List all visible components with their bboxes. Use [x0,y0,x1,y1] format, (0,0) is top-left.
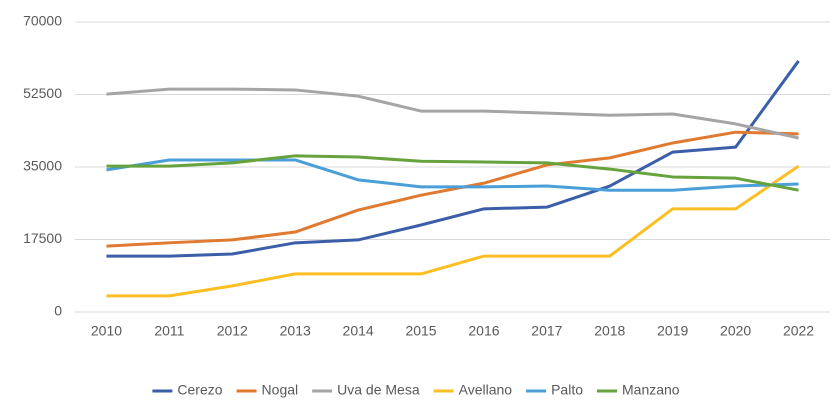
x-tick-label: 2019 [657,323,688,339]
series-line [106,87,799,140]
legend-label: Nogal [262,382,299,398]
legend-item: Cerezo [152,382,223,398]
x-tick-label: 2022 [783,323,814,339]
legend-item: Palto [526,382,583,398]
legend-item: Avellano [433,382,513,398]
series-line [106,60,800,258]
y-tick-label: 35000 [23,158,62,174]
legend-item: Nogal [236,382,299,398]
x-tick-label: 2018 [594,323,625,339]
legend-item: Uva de Mesa [312,382,420,398]
y-tick-label: 52500 [23,85,62,101]
y-tick-label: 70000 [23,13,62,29]
x-tick-label: 2013 [280,323,311,339]
x-tick-label: 2016 [468,323,499,339]
legend-label: Uva de Mesa [337,382,420,398]
legend-label: Manzano [622,382,680,398]
y-tick-label: 17500 [23,230,62,246]
x-tick-label: 2015 [405,323,436,339]
x-tick-label: 2011 [154,323,184,339]
x-tick-label: 2010 [91,323,122,339]
series-line [106,158,799,192]
series-line [106,130,799,248]
legend-label: Avellano [459,382,513,398]
legend-label: Palto [551,382,583,398]
series-line [106,164,800,298]
legend-label: Cerezo [177,382,222,398]
x-tick-label: 2014 [343,323,374,339]
y-tick-label: 0 [54,303,62,319]
x-tick-label: 2020 [720,323,751,339]
x-tick-label: 2017 [531,323,562,339]
legend-item: Manzano [597,382,680,398]
x-tick-label: 2012 [217,323,248,339]
series-line [106,154,799,192]
